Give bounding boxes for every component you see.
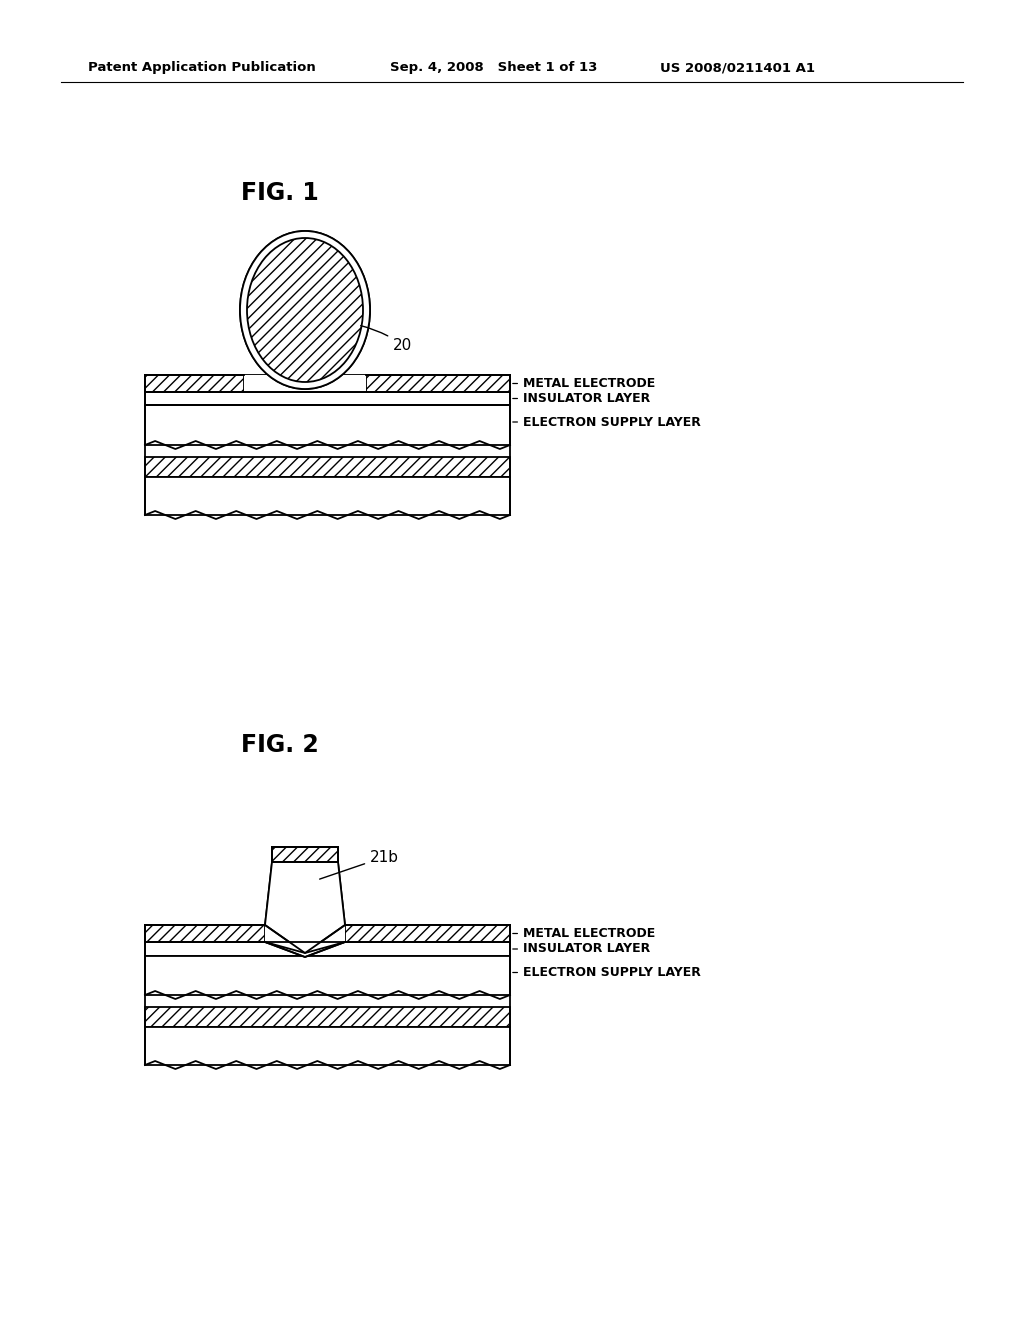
Polygon shape bbox=[265, 925, 345, 953]
Text: 20: 20 bbox=[360, 326, 413, 352]
Text: Patent Application Publication: Patent Application Publication bbox=[88, 62, 315, 74]
Bar bbox=[145, 477, 510, 515]
Text: US 2008/0211401 A1: US 2008/0211401 A1 bbox=[660, 62, 815, 74]
Bar bbox=[145, 1027, 510, 1065]
Text: ELECTRON SUPPLY LAYER: ELECTRON SUPPLY LAYER bbox=[513, 416, 700, 429]
Ellipse shape bbox=[247, 238, 362, 381]
Bar bbox=[244, 375, 366, 392]
Text: INSULATOR LAYER: INSULATOR LAYER bbox=[513, 392, 650, 405]
Bar bbox=[145, 942, 510, 956]
Bar bbox=[272, 847, 338, 862]
Text: METAL ELECTRODE: METAL ELECTRODE bbox=[513, 927, 655, 940]
Bar bbox=[345, 925, 510, 942]
Bar bbox=[145, 405, 510, 445]
Text: METAL ELECTRODE: METAL ELECTRODE bbox=[513, 378, 655, 389]
Bar bbox=[272, 847, 338, 862]
Bar bbox=[366, 375, 510, 392]
Bar bbox=[145, 1007, 510, 1027]
Polygon shape bbox=[265, 862, 345, 953]
Ellipse shape bbox=[247, 238, 362, 381]
Ellipse shape bbox=[240, 231, 370, 389]
Bar bbox=[145, 925, 265, 942]
Bar bbox=[145, 956, 510, 995]
Text: Sep. 4, 2008   Sheet 1 of 13: Sep. 4, 2008 Sheet 1 of 13 bbox=[390, 62, 597, 74]
Bar bbox=[145, 925, 510, 942]
Text: FIG. 1: FIG. 1 bbox=[241, 181, 318, 205]
Polygon shape bbox=[265, 942, 345, 957]
Bar bbox=[145, 375, 244, 392]
Bar bbox=[145, 375, 510, 392]
Bar bbox=[145, 392, 510, 405]
Polygon shape bbox=[265, 862, 345, 953]
Bar bbox=[145, 457, 510, 477]
Text: INSULATOR LAYER: INSULATOR LAYER bbox=[513, 942, 650, 956]
Ellipse shape bbox=[240, 231, 370, 389]
Text: FIG. 2: FIG. 2 bbox=[241, 733, 318, 756]
Text: ELECTRON SUPPLY LAYER: ELECTRON SUPPLY LAYER bbox=[513, 966, 700, 979]
Text: 21b: 21b bbox=[319, 850, 399, 879]
